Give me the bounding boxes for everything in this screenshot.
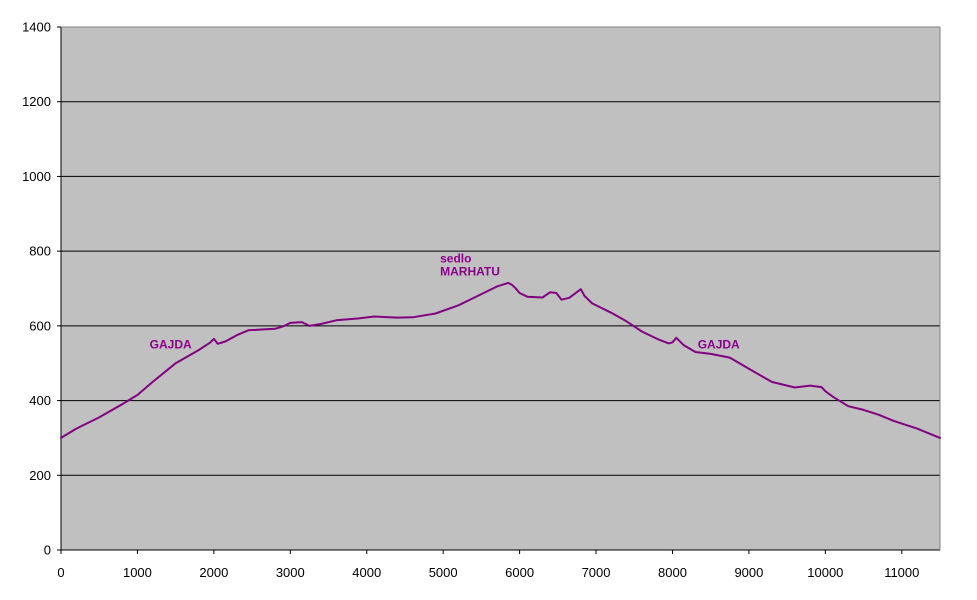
x-tick-label: 7000 xyxy=(582,565,611,580)
annotation-label: sedlo xyxy=(440,251,471,265)
x-tick-label: 1000 xyxy=(123,565,152,580)
y-tick-label: 400 xyxy=(29,393,51,408)
y-tick-label: 800 xyxy=(29,244,51,259)
y-axis-ticks: 0 200 400 600 800 1000 1200 1400 xyxy=(22,20,61,558)
x-tick-label: 4000 xyxy=(352,565,381,580)
annotation-label: GAJDA xyxy=(698,337,740,351)
y-tick-label: 1200 xyxy=(22,94,51,109)
grid-lines xyxy=(61,101,940,476)
annotation-label: MARHATU xyxy=(440,264,500,278)
x-tick-label: 3000 xyxy=(276,565,305,580)
y-tick-label: 0 xyxy=(44,543,51,558)
y-tick-label: 1000 xyxy=(22,169,51,184)
y-tick-label: 200 xyxy=(29,468,51,483)
x-tick-label: 10000 xyxy=(807,565,843,580)
x-tick-label: 2000 xyxy=(199,565,228,580)
plot-area xyxy=(61,27,940,550)
x-tick-label: 11000 xyxy=(884,565,919,580)
annotation-label: GAJDA xyxy=(150,337,192,351)
x-tick-label: 9000 xyxy=(734,565,763,580)
y-tick-label: 1400 xyxy=(22,20,51,35)
x-tick-label: 0 xyxy=(57,565,64,580)
x-axis-ticks: 0 1000 2000 3000 4000 5000 6000 7000 8000 9000 100… xyxy=(57,550,919,580)
x-tick-label: 6000 xyxy=(505,565,534,580)
elevation-series-line xyxy=(60,281,941,439)
y-tick-label: 600 xyxy=(29,318,51,333)
x-tick-label: 8000 xyxy=(658,565,687,580)
x-tick-label: 5000 xyxy=(429,565,458,580)
series-layer xyxy=(60,281,941,439)
